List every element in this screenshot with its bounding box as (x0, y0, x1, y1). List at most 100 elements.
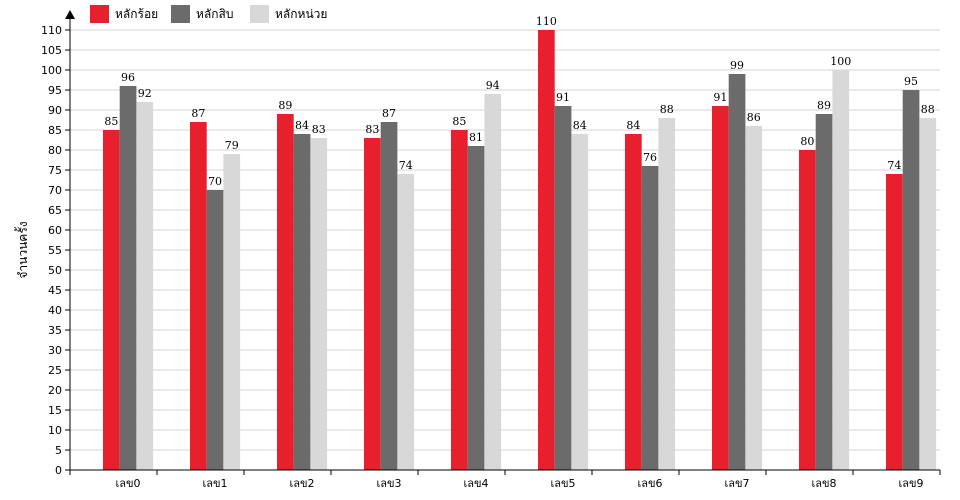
data-label: 100 (830, 55, 851, 68)
data-label: 84 (626, 119, 640, 132)
bar (641, 166, 659, 470)
data-label: 89 (278, 99, 292, 112)
x-tick-label: เลข4 (464, 477, 489, 490)
bar (538, 30, 555, 470)
data-label: 76 (643, 151, 657, 164)
legend-label: หลักร้อย (115, 7, 158, 21)
y-tick-label: 25 (48, 364, 62, 377)
bar (571, 134, 589, 470)
data-label: 99 (730, 59, 744, 72)
data-label: 83 (365, 123, 379, 136)
legend-swatch (171, 5, 190, 23)
x-tick-label: เลข8 (812, 477, 837, 490)
y-axis-arrow-icon (65, 10, 75, 19)
data-label: 88 (921, 103, 935, 116)
y-tick-label: 0 (55, 464, 62, 477)
y-tick-label: 55 (48, 244, 62, 257)
legend-label: หลักหน่วย (275, 7, 327, 21)
x-tick-label: เลข7 (725, 477, 750, 490)
bar (451, 130, 468, 470)
bar (919, 118, 937, 470)
y-tick-label: 45 (48, 284, 62, 297)
y-axis-title: จำนวนครั้ง (14, 221, 30, 278)
y-tick-label: 75 (48, 164, 62, 177)
y-tick-label: 110 (41, 24, 62, 37)
x-tick-label: เลข2 (290, 477, 315, 490)
bar (223, 154, 241, 470)
y-tick-label: 20 (48, 384, 62, 397)
bar (799, 150, 816, 470)
data-label: 86 (747, 111, 761, 124)
bar (364, 138, 381, 470)
bar (625, 134, 642, 470)
bar (397, 174, 415, 470)
data-label: 94 (486, 79, 500, 92)
bar (712, 106, 729, 470)
y-tick-label: 85 (48, 124, 62, 137)
y-tick-label: 90 (48, 104, 62, 117)
data-label: 85 (452, 115, 466, 128)
bar (380, 122, 398, 470)
x-tick-label: เลข3 (377, 477, 402, 490)
y-tick-label: 65 (48, 204, 62, 217)
data-label: 92 (138, 87, 152, 100)
y-tick-label: 105 (41, 44, 62, 57)
y-tick-label: 30 (48, 344, 62, 357)
data-label: 74 (887, 159, 901, 172)
bar (886, 174, 903, 470)
data-label: 88 (660, 103, 674, 116)
data-label: 84 (295, 119, 309, 132)
bars (103, 30, 937, 470)
x-tick-label: เลข1 (203, 477, 228, 490)
bar (467, 146, 485, 470)
data-label: 81 (469, 131, 483, 144)
data-label: 89 (817, 99, 831, 112)
y-tick-label: 100 (41, 64, 62, 77)
bar (277, 114, 294, 470)
data-label: 79 (225, 139, 239, 152)
data-label: 80 (800, 135, 814, 148)
data-label: 95 (904, 75, 918, 88)
bar (103, 130, 120, 470)
y-tick-label: 80 (48, 144, 62, 157)
data-label: 110 (536, 15, 557, 28)
y-tick-label: 70 (48, 184, 62, 197)
x-tick-label: เลข0 (116, 477, 141, 490)
data-label: 87 (191, 107, 205, 120)
axes: 0 5 10 15 20 25 30 35 40 45 50 55 60 65 70 75 80 85 90 95 10… (41, 10, 941, 490)
data-label: 84 (573, 119, 587, 132)
bar (554, 106, 572, 470)
legend-swatch (250, 5, 269, 23)
y-tick-label: 50 (48, 264, 62, 277)
bar (293, 134, 311, 470)
data-label: 91 (713, 91, 727, 104)
y-tick-label: 60 (48, 224, 62, 237)
bar (658, 118, 676, 470)
bar (136, 102, 154, 470)
bar (745, 126, 763, 470)
legend-label: หลักสิบ (196, 7, 233, 21)
x-tick-label: เลข9 (899, 477, 924, 490)
data-label: 91 (556, 91, 570, 104)
data-label: 74 (399, 159, 413, 172)
x-tick-label: เลข6 (638, 477, 663, 490)
data-label: 70 (208, 175, 222, 188)
y-tick-label: 5 (55, 444, 62, 457)
bar (206, 190, 224, 470)
y-tick-label: 15 (48, 404, 62, 417)
bar (484, 94, 502, 470)
legend-swatch (90, 5, 109, 23)
bar (728, 74, 746, 470)
y-tick-label: 95 (48, 84, 62, 97)
x-tick-label: เลข5 (551, 477, 576, 490)
bar (119, 86, 137, 470)
y-tick-label: 40 (48, 304, 62, 317)
legend: หลักร้อย หลักสิบ หลักหน่วย (90, 5, 327, 23)
bar (902, 90, 920, 470)
bar (815, 114, 833, 470)
bar (190, 122, 207, 470)
bar (832, 70, 850, 470)
y-tick-label: 35 (48, 324, 62, 337)
